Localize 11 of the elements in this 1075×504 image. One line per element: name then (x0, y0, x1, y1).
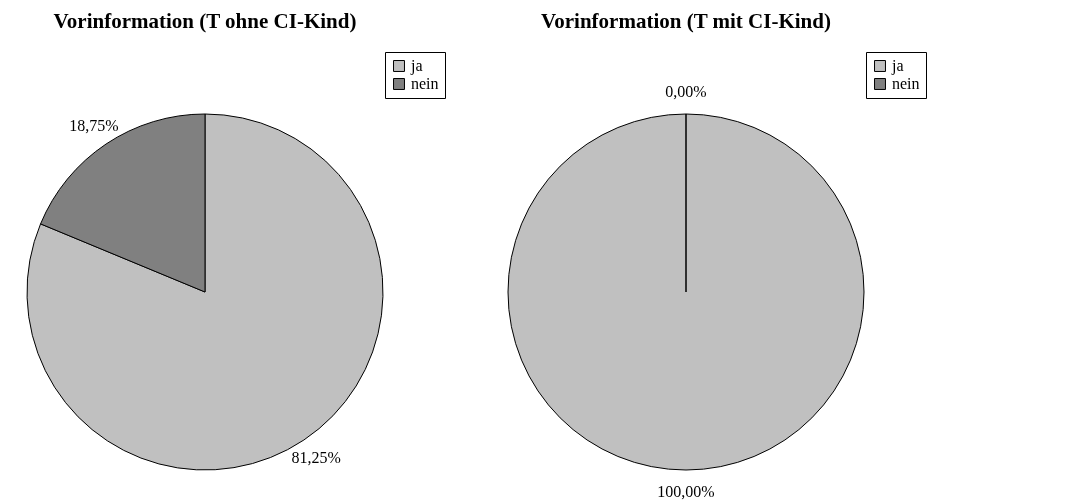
text: 0,00% (665, 83, 707, 100)
chart-title: Vorinformation (T ohne CI-Kind) (53, 8, 357, 33)
data-label: 81,25% (291, 449, 341, 467)
pie-slice (26, 113, 384, 471)
legend-label: ja (891, 57, 904, 75)
chart-title: Vorinformation (T mit CI-Kind) (541, 8, 831, 33)
data-label: 18,75% (69, 116, 119, 134)
legend-label: nein (411, 75, 439, 92)
data-label: 100,00% (657, 483, 715, 500)
legend-label: ja (410, 57, 423, 75)
legend-label: nein (892, 75, 920, 92)
